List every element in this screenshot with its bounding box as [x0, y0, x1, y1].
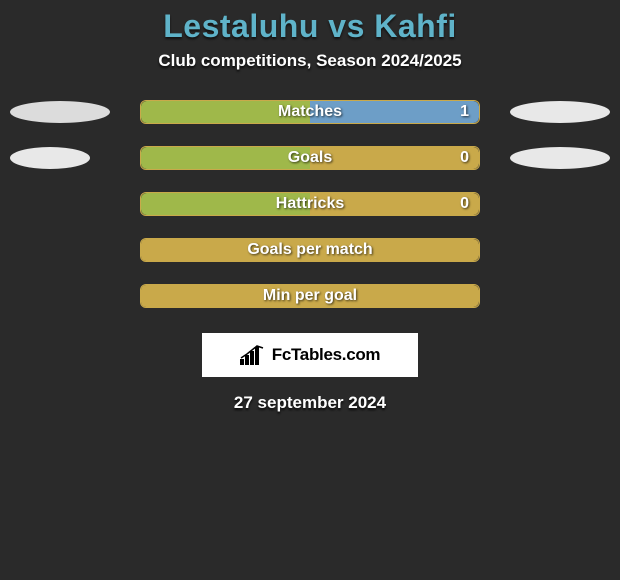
- subtitle-row: Club competitions, Season 2024/2025: [0, 51, 620, 89]
- stat-row: Hattricks 0: [10, 181, 610, 227]
- stat-row: Goals 0: [10, 135, 610, 181]
- title-row: Lestaluhu vs Kahfi: [0, 0, 620, 51]
- stat-bar-left-fill: [141, 147, 310, 169]
- date-text: 27 september 2024: [234, 393, 386, 412]
- stat-bar: Min per goal: [140, 284, 480, 308]
- stat-label: Goals per match: [247, 241, 372, 259]
- stat-bar: Hattricks 0: [140, 192, 480, 216]
- vs-label: vs: [328, 8, 365, 44]
- page-title: Lestaluhu vs Kahfi: [163, 8, 457, 44]
- player2-oval: [510, 101, 610, 123]
- logo-box: FcTables.com: [202, 333, 418, 377]
- stat-label: Matches: [278, 103, 342, 121]
- stat-bar: Matches 1: [140, 100, 480, 124]
- stat-bar-right-fill: [310, 147, 479, 169]
- stat-bar: Goals per match: [140, 238, 480, 262]
- player2-name: Kahfi: [374, 8, 457, 44]
- player2-oval: [510, 147, 610, 169]
- player1-oval: [10, 147, 90, 169]
- barchart-icon: [240, 345, 266, 365]
- logo-text: FcTables.com: [272, 345, 381, 365]
- stat-label: Hattricks: [276, 195, 344, 213]
- logo-row: FcTables.com: [0, 333, 620, 377]
- stat-label: Min per goal: [263, 287, 357, 305]
- stat-value-right: 0: [460, 195, 469, 213]
- comparison-infographic: Lestaluhu vs Kahfi Club competitions, Se…: [0, 0, 620, 413]
- stat-row: Goals per match: [10, 227, 610, 273]
- stat-value-right: 0: [460, 149, 469, 167]
- subtitle: Club competitions, Season 2024/2025: [158, 51, 461, 70]
- stat-row: Matches 1: [10, 89, 610, 135]
- player1-name: Lestaluhu: [163, 8, 319, 44]
- stat-label: Goals: [288, 149, 332, 167]
- stat-bar: Goals 0: [140, 146, 480, 170]
- stat-value-right: 1: [460, 103, 469, 121]
- player1-oval: [10, 101, 110, 123]
- stats-area: Matches 1 Goals 0 Hattricks 0 Goals per match M…: [0, 89, 620, 319]
- stat-row: Min per goal: [10, 273, 610, 319]
- date-row: 27 september 2024: [0, 393, 620, 413]
